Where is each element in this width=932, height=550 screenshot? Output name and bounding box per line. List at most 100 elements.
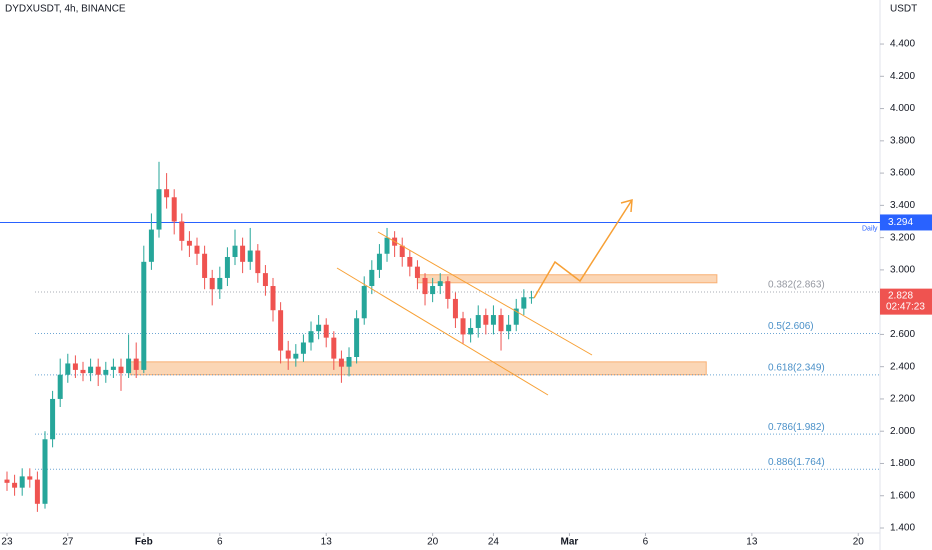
candle-body	[42, 439, 48, 504]
countdown: 02:47:23	[886, 301, 925, 312]
candle-body	[460, 318, 466, 335]
candle-body	[293, 353, 299, 359]
chart-title: DYDXUSDT, 4h, BINANCE	[5, 4, 126, 15]
candle-body	[148, 229, 154, 262]
current-price-label: 2.828	[888, 290, 913, 301]
candle-body	[217, 277, 223, 290]
candle-body	[483, 315, 489, 325]
candle-body	[270, 286, 276, 311]
candle-body	[528, 297, 534, 299]
candle-body	[430, 286, 436, 295]
candle-body	[399, 245, 405, 257]
x-tick-label: 20	[853, 537, 865, 548]
candle-body	[300, 342, 306, 354]
candle-body	[194, 245, 200, 254]
candle-body	[452, 298, 458, 319]
candle-body	[490, 315, 496, 325]
candle-body	[156, 189, 162, 230]
candle-body	[346, 357, 352, 367]
x-tick-label: 27	[62, 537, 74, 548]
candle-body	[468, 327, 474, 335]
candle-body	[27, 476, 33, 480]
candle-body	[209, 277, 215, 290]
candle-body	[506, 324, 512, 332]
x-tick-label: 23	[1, 537, 13, 548]
y-unit: USDT	[890, 4, 917, 15]
candle-body	[498, 315, 504, 332]
channel-lower	[336, 267, 549, 396]
candle-body	[80, 369, 86, 374]
y-tick-label: 4.000	[890, 103, 915, 114]
candle-body	[224, 256, 230, 278]
price-tag-label: 3.294	[888, 217, 913, 228]
candle-body	[369, 269, 375, 287]
candle-body	[240, 245, 246, 262]
candle-body	[331, 337, 337, 359]
x-tick-label: 6	[643, 537, 649, 548]
candle-body	[179, 221, 185, 241]
projection-arrow	[533, 199, 633, 299]
candle-body	[445, 281, 451, 299]
candle-body	[361, 286, 367, 319]
candle-body	[126, 358, 132, 374]
fib-label: 0.786(1.982)	[768, 422, 825, 433]
y-tick-label: 3.400	[890, 200, 915, 211]
fib-label: 0.382(2.863)	[768, 280, 825, 291]
y-tick-label: 3.800	[890, 135, 915, 146]
x-tick-label: 6	[217, 537, 223, 548]
candle-body	[422, 277, 428, 295]
candle-body	[278, 310, 284, 351]
candle-body	[110, 366, 116, 370]
fib-label: 0.618(2.349)	[768, 363, 825, 374]
fib-label: 0.886(1.764)	[768, 457, 825, 468]
y-tick-label: 3.000	[890, 265, 915, 276]
y-tick-label: 2.000	[890, 426, 915, 437]
candle-body	[12, 482, 18, 488]
candle-body	[34, 479, 40, 504]
x-tick-label: Mar	[561, 537, 579, 548]
candle-body	[95, 366, 101, 375]
y-tick-label: 4.200	[890, 71, 915, 82]
candle-body	[513, 308, 519, 325]
y-tick-label: 3.600	[890, 168, 915, 179]
x-tick-label: 13	[746, 537, 758, 548]
candle-body	[247, 250, 253, 262]
candle-body	[65, 363, 71, 375]
candle-body	[186, 240, 192, 246]
candle-body	[437, 281, 443, 287]
candle-body	[316, 324, 322, 332]
candle-body	[50, 398, 56, 440]
candle-body	[414, 266, 420, 278]
candle-body	[171, 197, 177, 222]
candle-body	[88, 366, 94, 374]
drawings	[336, 198, 633, 396]
candle-body	[521, 297, 527, 309]
y-tick-label: 3.200	[890, 232, 915, 243]
x-tick-label: 24	[488, 537, 500, 548]
candle-body	[57, 374, 63, 399]
y-tick-label: 1.600	[890, 490, 915, 501]
candle-body	[164, 189, 170, 198]
y-tick-label: 2.200	[890, 394, 915, 405]
channel-upper	[377, 231, 593, 356]
candle-body	[384, 237, 390, 254]
candle-body	[376, 253, 382, 270]
current-price-tag	[880, 288, 932, 315]
candle-body	[133, 358, 139, 370]
y-tick-label: 2.400	[890, 361, 915, 372]
candle-body	[4, 479, 10, 483]
candle-body	[475, 315, 481, 328]
candle-body	[19, 476, 25, 488]
horizontal-line-name: Daily	[862, 225, 878, 232]
zone	[129, 361, 707, 376]
candle-body	[338, 358, 344, 367]
y-tick-label: 2.600	[890, 329, 915, 340]
y-tick-label: 1.400	[890, 523, 915, 534]
x-tick-label: 13	[321, 537, 333, 548]
candle-body	[285, 350, 291, 359]
arrow-head	[620, 198, 633, 213]
candle-body	[118, 366, 124, 374]
candle-body	[103, 369, 109, 375]
candle-body	[308, 331, 314, 343]
